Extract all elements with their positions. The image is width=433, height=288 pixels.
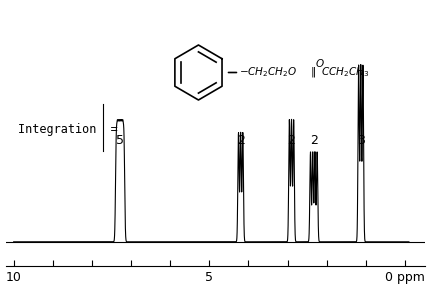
- Text: 2: 2: [237, 134, 246, 147]
- Text: 2: 2: [310, 134, 318, 147]
- Text: 3: 3: [357, 134, 365, 147]
- Text: Integration  =: Integration =: [18, 123, 118, 136]
- Text: 2: 2: [287, 134, 295, 147]
- Text: 5: 5: [116, 134, 124, 147]
